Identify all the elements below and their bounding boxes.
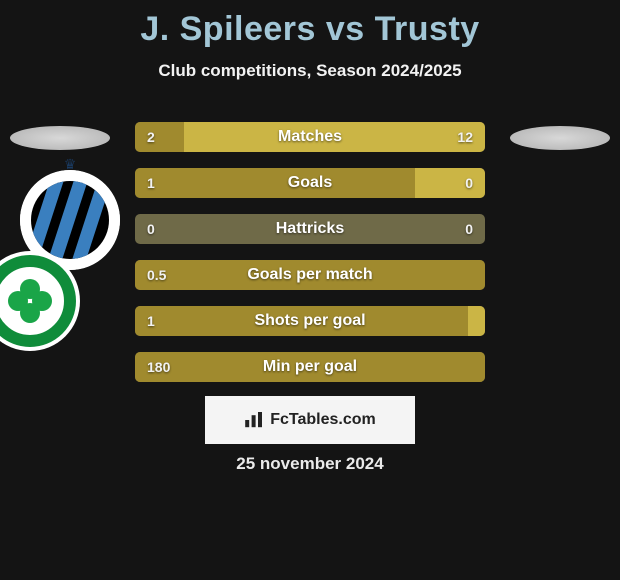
stat-row: Shots per goal1 bbox=[135, 306, 485, 336]
date-text: 25 november 2024 bbox=[0, 454, 620, 474]
stat-bar-right bbox=[184, 122, 485, 152]
stat-value-right: 0 bbox=[453, 214, 485, 244]
stat-bar-right bbox=[415, 168, 485, 198]
stat-row: Min per goal180 bbox=[135, 352, 485, 382]
stat-row: Matches212 bbox=[135, 122, 485, 152]
stat-bar-left bbox=[135, 168, 415, 198]
brand-badge: FcTables.com bbox=[205, 396, 415, 444]
stat-bar-left bbox=[135, 306, 468, 336]
stat-row: Hattricks0 0 bbox=[135, 214, 485, 244]
stat-row: Goals10 bbox=[135, 168, 485, 198]
page-title: J. Spileers vs Trusty bbox=[0, 0, 620, 49]
stat-label: Hattricks bbox=[135, 214, 485, 244]
clover-icon bbox=[8, 279, 52, 323]
stat-bar-left bbox=[135, 260, 485, 290]
bars-icon bbox=[244, 412, 264, 428]
stat-bar-left bbox=[135, 122, 184, 152]
stat-value-left: 0 bbox=[135, 214, 167, 244]
pedestal-right bbox=[510, 126, 610, 150]
stat-bar-right bbox=[468, 306, 486, 336]
brand-text: FcTables.com bbox=[270, 411, 376, 429]
stat-row: Goals per match0.5 bbox=[135, 260, 485, 290]
pedestal-left bbox=[10, 126, 110, 150]
comparison-card: J. Spileers vs Trusty Club competitions,… bbox=[0, 0, 620, 580]
subtitle: Club competitions, Season 2024/2025 bbox=[0, 61, 620, 81]
stat-bar-left bbox=[135, 352, 485, 382]
stats-bars: Matches212 Goals10 Hattricks0 0 Goals per ma… bbox=[135, 122, 485, 398]
